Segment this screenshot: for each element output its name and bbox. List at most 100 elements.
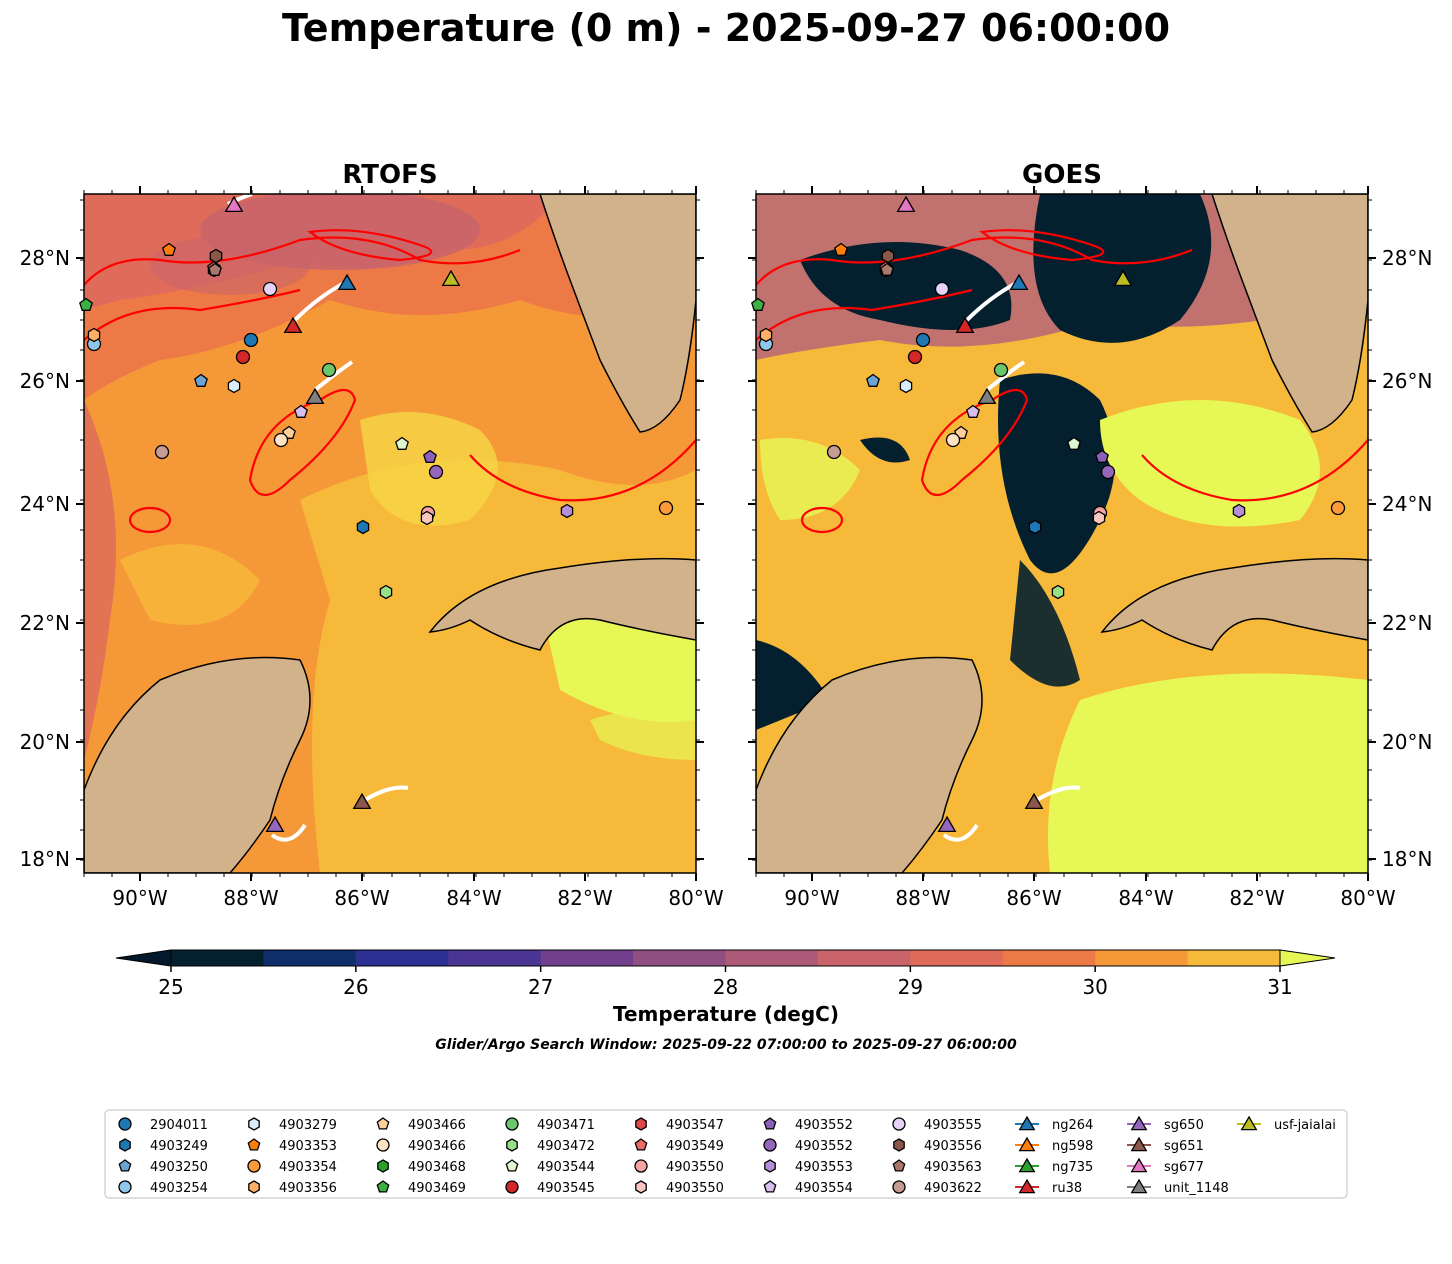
map-marker bbox=[79, 297, 93, 311]
legend-item: 4903563 bbox=[892, 1159, 982, 1175]
legend-item: 4903552 bbox=[763, 1117, 853, 1133]
map-marker bbox=[356, 519, 370, 535]
map-marker bbox=[423, 449, 437, 463]
legend-hexagon-icon bbox=[764, 1159, 776, 1173]
map-marker bbox=[209, 248, 223, 264]
map-marker bbox=[1067, 436, 1081, 450]
map-marker bbox=[420, 510, 434, 526]
lat-tick-label: 20°N bbox=[1382, 730, 1432, 754]
map-marker bbox=[379, 584, 393, 600]
legend-item: 4903622 bbox=[892, 1180, 982, 1196]
legend-hexagon-icon bbox=[635, 1180, 647, 1194]
legend-item: 4903249 bbox=[119, 1138, 208, 1154]
legend-label: 4903553 bbox=[795, 1160, 853, 1175]
lon-tick-label: 88°W bbox=[895, 886, 950, 910]
legend-circle-icon bbox=[505, 1117, 519, 1131]
legend-item: 4903250 bbox=[118, 1159, 208, 1175]
goes-frame bbox=[755, 193, 1369, 874]
legend-item: 4903553 bbox=[764, 1159, 853, 1175]
legend-item: 4903556 bbox=[893, 1138, 982, 1154]
legend-label: 4903471 bbox=[537, 1118, 595, 1133]
map-marker bbox=[899, 378, 913, 394]
legend-item: ru38 bbox=[1015, 1178, 1082, 1196]
legend-label: 4903552 bbox=[795, 1139, 853, 1154]
legend-hexagon-icon bbox=[893, 1138, 905, 1152]
legend-triangle-icon bbox=[1130, 1115, 1148, 1131]
lon-tick-label: 90°W bbox=[112, 886, 167, 910]
map-marker bbox=[321, 362, 337, 378]
legend-item: 4903254 bbox=[118, 1180, 208, 1196]
legend-label: 4903250 bbox=[150, 1160, 208, 1175]
legend-item: 4903279 bbox=[248, 1117, 337, 1133]
lat-tick-label: 28°N bbox=[20, 246, 70, 270]
legend-circle-icon bbox=[892, 1180, 906, 1194]
map-marker bbox=[937, 815, 957, 833]
legend: 2904011 4903249 4903250 4903254 4903279 49033… bbox=[104, 1109, 1348, 1199]
colorbar-tick-label: 28 bbox=[713, 975, 738, 999]
lon-tick-label: 88°W bbox=[223, 886, 278, 910]
legend-item: usf-jaialai bbox=[1237, 1115, 1336, 1133]
rtofs-front-contour bbox=[84, 236, 521, 341]
colorbar-under-arrow bbox=[115, 949, 172, 967]
map-marker bbox=[227, 378, 241, 394]
colorbar-title: Temperature (degC) bbox=[613, 1002, 839, 1026]
legend-label: ru38 bbox=[1052, 1181, 1082, 1196]
legend-label: 4903544 bbox=[537, 1160, 595, 1175]
colorbar-cell bbox=[1187, 950, 1281, 966]
legend-item: 4903468 bbox=[377, 1159, 466, 1175]
legend-item: 4903472 bbox=[506, 1138, 595, 1154]
map-marker bbox=[934, 281, 950, 297]
legend-pentagon-icon bbox=[505, 1159, 519, 1172]
map-marker bbox=[907, 349, 923, 365]
lat-tick-label: 22°N bbox=[1382, 611, 1432, 635]
colorbar-tick-label: 29 bbox=[898, 975, 923, 999]
map-marker bbox=[337, 273, 357, 291]
legend-item: ng598 bbox=[1015, 1136, 1093, 1154]
legend-circle-icon bbox=[247, 1159, 261, 1173]
goes-cloud-mask bbox=[1033, 194, 1212, 343]
legend-item: 4903356 bbox=[248, 1180, 337, 1196]
map-marker bbox=[945, 432, 961, 448]
legend-label: ng598 bbox=[1052, 1139, 1093, 1154]
rtofs-eddy-contour bbox=[248, 388, 357, 497]
map-marker bbox=[1028, 519, 1042, 535]
legend-item: 4903552 bbox=[763, 1138, 853, 1154]
goes-florida-land bbox=[1211, 194, 1368, 433]
legend-hexagon-icon bbox=[635, 1117, 647, 1131]
colorbar-cell bbox=[1002, 950, 1096, 966]
map-marker bbox=[294, 404, 308, 418]
figure-title: Temperature (0 m) - 2025-09-27 06:00:00 bbox=[281, 6, 1171, 50]
goes-markers bbox=[751, 195, 1346, 833]
colorbar-cell bbox=[448, 950, 542, 966]
rtofs-frame bbox=[83, 193, 697, 874]
map-marker bbox=[915, 332, 931, 348]
map-marker bbox=[881, 248, 895, 264]
legend-label: 4903249 bbox=[150, 1139, 208, 1154]
search-window-text: Glider/Argo Search Window: 2025-09-22 07… bbox=[435, 1037, 1017, 1053]
map-marker bbox=[235, 349, 251, 365]
legend-label: usf-jaialai bbox=[1274, 1118, 1336, 1133]
map-marker bbox=[162, 242, 176, 256]
goes-cuba-land bbox=[1100, 557, 1368, 651]
legend-hexagon-icon bbox=[248, 1180, 260, 1194]
colorbar-cell bbox=[171, 950, 264, 966]
lon-tick-label: 84°W bbox=[1118, 886, 1173, 910]
legend-triangle-icon bbox=[1018, 1115, 1036, 1131]
legend-hexagon-icon bbox=[248, 1117, 260, 1131]
legend-item: 4903353 bbox=[247, 1138, 337, 1154]
map-marker bbox=[560, 503, 574, 519]
lon-tick-label: 86°W bbox=[1006, 886, 1061, 910]
goes-yucatan-land bbox=[756, 656, 983, 873]
legend-label: ng735 bbox=[1052, 1160, 1093, 1175]
lat-tick-label: 20°N bbox=[20, 730, 70, 754]
rtofs-yucatan-land bbox=[84, 656, 311, 873]
colorbar-tick-label: 27 bbox=[528, 975, 553, 999]
map-marker bbox=[441, 269, 461, 287]
map-marker bbox=[1113, 269, 1133, 287]
map-marker bbox=[224, 195, 244, 213]
map-marker bbox=[1051, 584, 1065, 600]
map-marker bbox=[1092, 510, 1106, 526]
legend-circle-icon bbox=[118, 1180, 132, 1194]
lat-tick-label: 26°N bbox=[1382, 369, 1432, 393]
legend-label: sg651 bbox=[1164, 1139, 1204, 1154]
